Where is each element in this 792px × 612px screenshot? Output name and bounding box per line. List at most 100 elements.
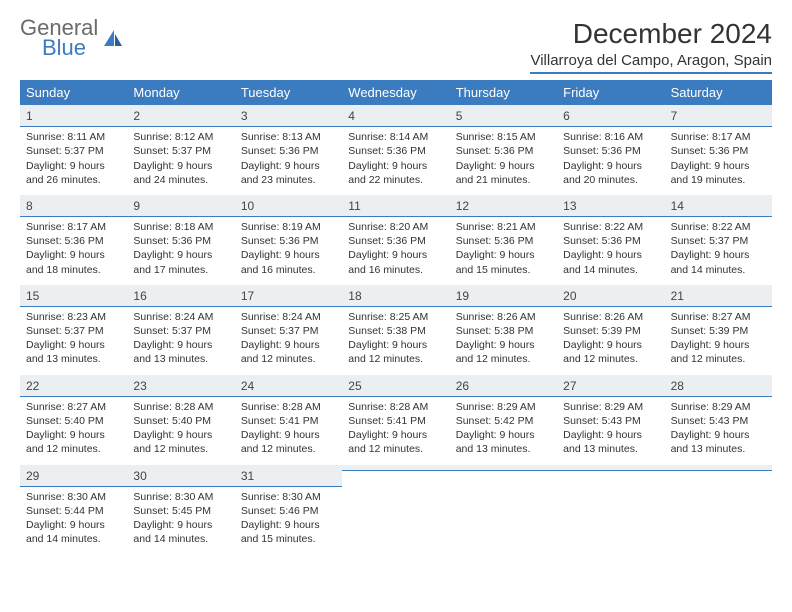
sunset-text: Sunset: 5:36 PM [133, 234, 228, 248]
daylight-text: Daylight: 9 hours [456, 248, 551, 262]
daylight-text: Daylight: 9 hours [26, 428, 121, 442]
daylight-text2: and 13 minutes. [26, 352, 121, 366]
day-body: Sunrise: 8:28 AMSunset: 5:41 PMDaylight:… [342, 397, 449, 465]
day-cell: 23Sunrise: 8:28 AMSunset: 5:40 PMDayligh… [127, 375, 234, 465]
daylight-text2: and 14 minutes. [671, 263, 766, 277]
daylight-text2: and 16 minutes. [348, 263, 443, 277]
day-number: 31 [235, 465, 342, 487]
daylight-text: Daylight: 9 hours [348, 248, 443, 262]
sunrise-text: Sunrise: 8:25 AM [348, 310, 443, 324]
day-number: 24 [235, 375, 342, 397]
daylight-text: Daylight: 9 hours [348, 338, 443, 352]
day-cell [450, 465, 557, 555]
sunrise-text: Sunrise: 8:27 AM [26, 400, 121, 414]
daylight-text2: and 12 minutes. [671, 352, 766, 366]
calendar: Sunday Monday Tuesday Wednesday Thursday… [20, 80, 772, 554]
day-body [557, 471, 664, 533]
day-body: Sunrise: 8:17 AMSunset: 5:36 PMDaylight:… [20, 217, 127, 285]
sunrise-text: Sunrise: 8:27 AM [671, 310, 766, 324]
week-row: 29Sunrise: 8:30 AMSunset: 5:44 PMDayligh… [20, 465, 772, 555]
day-cell: 12Sunrise: 8:21 AMSunset: 5:36 PMDayligh… [450, 195, 557, 285]
daylight-text2: and 15 minutes. [456, 263, 551, 277]
sunset-text: Sunset: 5:36 PM [563, 144, 658, 158]
sunset-text: Sunset: 5:39 PM [671, 324, 766, 338]
day-cell: 18Sunrise: 8:25 AMSunset: 5:38 PMDayligh… [342, 285, 449, 375]
day-header: Tuesday [235, 80, 342, 105]
daylight-text: Daylight: 9 hours [133, 428, 228, 442]
day-cell: 10Sunrise: 8:19 AMSunset: 5:36 PMDayligh… [235, 195, 342, 285]
sunset-text: Sunset: 5:42 PM [456, 414, 551, 428]
sunset-text: Sunset: 5:36 PM [348, 234, 443, 248]
daylight-text2: and 16 minutes. [241, 263, 336, 277]
day-number: 28 [665, 375, 772, 397]
sunrise-text: Sunrise: 8:17 AM [26, 220, 121, 234]
sunrise-text: Sunrise: 8:29 AM [456, 400, 551, 414]
sunrise-text: Sunrise: 8:24 AM [133, 310, 228, 324]
day-body: Sunrise: 8:16 AMSunset: 5:36 PMDaylight:… [557, 127, 664, 195]
daylight-text: Daylight: 9 hours [26, 159, 121, 173]
sunrise-text: Sunrise: 8:11 AM [26, 130, 121, 144]
sunset-text: Sunset: 5:46 PM [241, 504, 336, 518]
day-header: Thursday [450, 80, 557, 105]
day-body: Sunrise: 8:29 AMSunset: 5:42 PMDaylight:… [450, 397, 557, 465]
day-cell: 9Sunrise: 8:18 AMSunset: 5:36 PMDaylight… [127, 195, 234, 285]
day-number: 4 [342, 105, 449, 127]
sunset-text: Sunset: 5:41 PM [241, 414, 336, 428]
day-body: Sunrise: 8:29 AMSunset: 5:43 PMDaylight:… [665, 397, 772, 465]
day-number: 23 [127, 375, 234, 397]
day-header: Friday [557, 80, 664, 105]
sunset-text: Sunset: 5:40 PM [133, 414, 228, 428]
day-body: Sunrise: 8:19 AMSunset: 5:36 PMDaylight:… [235, 217, 342, 285]
daylight-text: Daylight: 9 hours [241, 338, 336, 352]
day-body: Sunrise: 8:27 AMSunset: 5:39 PMDaylight:… [665, 307, 772, 375]
sunset-text: Sunset: 5:38 PM [348, 324, 443, 338]
sunrise-text: Sunrise: 8:12 AM [133, 130, 228, 144]
daylight-text2: and 26 minutes. [26, 173, 121, 187]
sunset-text: Sunset: 5:36 PM [456, 144, 551, 158]
day-cell [342, 465, 449, 555]
sunset-text: Sunset: 5:37 PM [133, 324, 228, 338]
day-body: Sunrise: 8:11 AMSunset: 5:37 PMDaylight:… [20, 127, 127, 195]
day-body: Sunrise: 8:17 AMSunset: 5:36 PMDaylight:… [665, 127, 772, 195]
sunset-text: Sunset: 5:38 PM [456, 324, 551, 338]
sunrise-text: Sunrise: 8:28 AM [241, 400, 336, 414]
sunrise-text: Sunrise: 8:30 AM [133, 490, 228, 504]
logo: General Blue [20, 18, 124, 58]
day-body: Sunrise: 8:30 AMSunset: 5:46 PMDaylight:… [235, 487, 342, 555]
day-number: 12 [450, 195, 557, 217]
day-body: Sunrise: 8:28 AMSunset: 5:40 PMDaylight:… [127, 397, 234, 465]
week-row: 22Sunrise: 8:27 AMSunset: 5:40 PMDayligh… [20, 375, 772, 465]
day-cell: 19Sunrise: 8:26 AMSunset: 5:38 PMDayligh… [450, 285, 557, 375]
sunset-text: Sunset: 5:37 PM [671, 234, 766, 248]
day-cell: 29Sunrise: 8:30 AMSunset: 5:44 PMDayligh… [20, 465, 127, 555]
day-number: 19 [450, 285, 557, 307]
location: Villarroya del Campo, Aragon, Spain [530, 52, 772, 69]
day-body: Sunrise: 8:14 AMSunset: 5:36 PMDaylight:… [342, 127, 449, 195]
day-cell: 17Sunrise: 8:24 AMSunset: 5:37 PMDayligh… [235, 285, 342, 375]
day-cell: 28Sunrise: 8:29 AMSunset: 5:43 PMDayligh… [665, 375, 772, 465]
sunset-text: Sunset: 5:36 PM [456, 234, 551, 248]
sunset-text: Sunset: 5:44 PM [26, 504, 121, 518]
sunset-text: Sunset: 5:43 PM [671, 414, 766, 428]
sunset-text: Sunset: 5:41 PM [348, 414, 443, 428]
day-number: 17 [235, 285, 342, 307]
sunrise-text: Sunrise: 8:29 AM [671, 400, 766, 414]
daylight-text: Daylight: 9 hours [563, 338, 658, 352]
sunset-text: Sunset: 5:37 PM [26, 324, 121, 338]
day-body [665, 471, 772, 533]
daylight-text: Daylight: 9 hours [26, 248, 121, 262]
day-body: Sunrise: 8:22 AMSunset: 5:36 PMDaylight:… [557, 217, 664, 285]
sunset-text: Sunset: 5:36 PM [241, 144, 336, 158]
day-cell: 26Sunrise: 8:29 AMSunset: 5:42 PMDayligh… [450, 375, 557, 465]
day-body: Sunrise: 8:22 AMSunset: 5:37 PMDaylight:… [665, 217, 772, 285]
daylight-text2: and 12 minutes. [348, 442, 443, 456]
day-body: Sunrise: 8:30 AMSunset: 5:44 PMDaylight:… [20, 487, 127, 555]
day-body: Sunrise: 8:27 AMSunset: 5:40 PMDaylight:… [20, 397, 127, 465]
day-body: Sunrise: 8:29 AMSunset: 5:43 PMDaylight:… [557, 397, 664, 465]
day-number: 10 [235, 195, 342, 217]
daylight-text: Daylight: 9 hours [241, 518, 336, 532]
daylight-text2: and 19 minutes. [671, 173, 766, 187]
day-number: 2 [127, 105, 234, 127]
day-cell: 14Sunrise: 8:22 AMSunset: 5:37 PMDayligh… [665, 195, 772, 285]
daylight-text: Daylight: 9 hours [133, 518, 228, 532]
